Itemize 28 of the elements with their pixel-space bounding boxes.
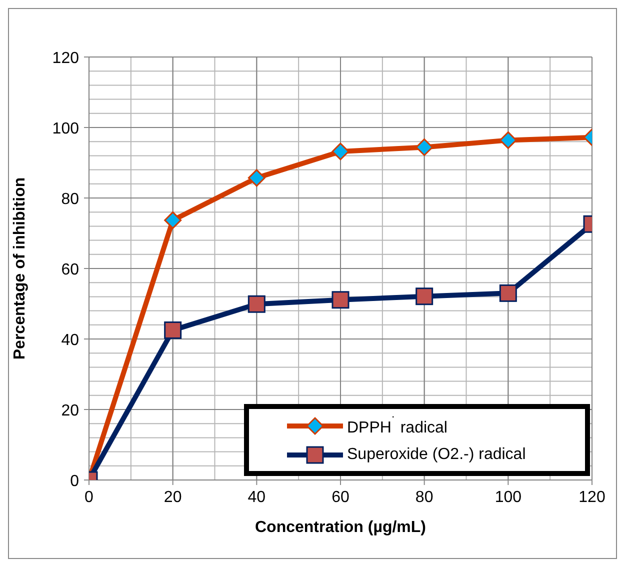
y-tick-label: 100 [52,120,80,138]
y-tick-label: 60 [61,262,80,278]
point [499,284,517,302]
y-tick-label: 20 [61,402,80,420]
point [164,321,182,339]
point [332,142,350,160]
x-tick-label: 40 [248,489,266,506]
legend-label: DPPH$^{˙}$ radical [347,414,448,438]
x-tick-label: 100 [494,489,522,506]
x-tick-label: 80 [415,489,434,506]
y-axis-title: Percentage of inhibition [12,177,29,360]
x-tick-label: 0 [84,489,94,506]
point [332,291,350,309]
point [416,138,434,156]
point [248,169,266,187]
x-tick-label: 60 [332,489,350,506]
y-tick-label: 40 [61,332,80,349]
point [416,288,434,306]
point [164,211,182,229]
y-tick-label: 80 [61,191,80,208]
y-tick-label: 120 [52,50,80,67]
point [499,131,517,149]
x-axis-title: Concentration (µg/mL) [255,519,426,536]
x-tick-label: 20 [164,489,182,506]
y-tick-label: 0 [70,473,80,490]
legend-label: Superoxide (O2.-) radical [347,446,526,464]
x-tick-label: 120 [578,489,606,506]
point [248,295,266,313]
